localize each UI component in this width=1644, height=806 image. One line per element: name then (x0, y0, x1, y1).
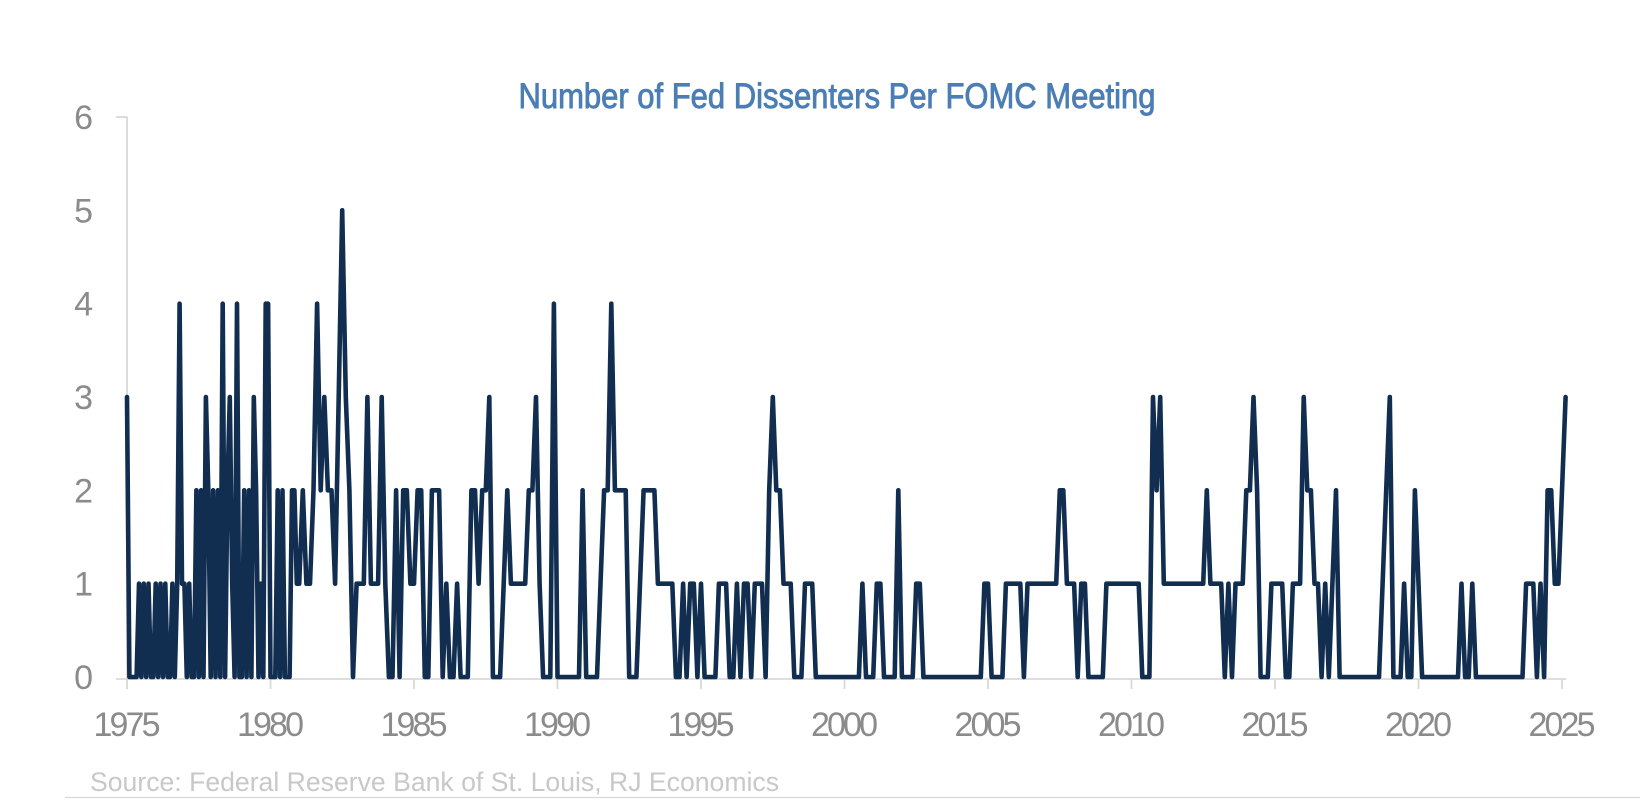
svg-text:2020: 2020 (1385, 706, 1452, 744)
svg-text:2025: 2025 (1529, 706, 1596, 744)
svg-text:1990: 1990 (524, 706, 591, 744)
svg-text:2015: 2015 (1242, 706, 1309, 744)
svg-text:1995: 1995 (668, 706, 735, 744)
svg-text:6: 6 (74, 99, 93, 137)
svg-text:Source: Federal Reserve Bank o: Source: Federal Reserve Bank of St. Loui… (90, 767, 779, 797)
svg-text:Number of Fed Dissenters Per F: Number of Fed Dissenters Per FOMC Meetin… (519, 77, 1156, 116)
svg-text:5: 5 (74, 192, 93, 230)
svg-text:4: 4 (74, 286, 93, 324)
svg-text:2005: 2005 (955, 706, 1022, 744)
svg-text:2010: 2010 (1098, 706, 1165, 744)
svg-text:2000: 2000 (811, 706, 878, 744)
svg-text:3: 3 (74, 379, 93, 417)
svg-text:1975: 1975 (94, 706, 161, 744)
svg-text:1980: 1980 (237, 706, 304, 744)
svg-text:2: 2 (74, 472, 93, 510)
svg-text:1: 1 (74, 566, 93, 604)
svg-text:1985: 1985 (381, 706, 448, 744)
svg-text:0: 0 (74, 659, 93, 697)
